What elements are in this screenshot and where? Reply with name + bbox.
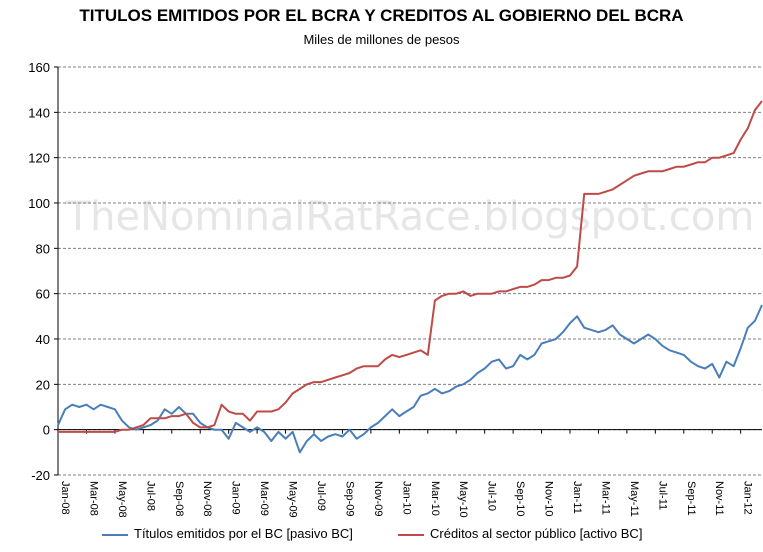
x-tick-label: Sep-11 — [685, 481, 697, 516]
x-tick-label: May-08 — [116, 481, 128, 518]
x-tick-label: Sep-08 — [173, 481, 185, 516]
series-line-creditos — [58, 100, 763, 433]
x-tick-label: Jan-10 — [400, 481, 412, 515]
x-tick-label: Nov-09 — [372, 481, 384, 516]
x-tick-label: Jul-08 — [144, 481, 156, 511]
x-tick-label: Jul-10 — [486, 481, 498, 511]
x-tick-label: Jan-11 — [571, 481, 583, 514]
legend-item-titulos: Títulos emitidos por el BC [pasivo BC] — [102, 526, 353, 541]
x-tick-label: Nov-08 — [201, 481, 213, 516]
y-tick-label: 20 — [36, 377, 50, 392]
legend-label-titulos: Títulos emitidos por el BC [pasivo BC] — [134, 526, 353, 541]
x-tick-label: Mar-11 — [599, 481, 611, 515]
legend-item-creditos: Créditos al sector público [activo BC] — [398, 526, 642, 541]
x-tick-label: Mar-08 — [87, 481, 99, 516]
y-tick-label: 0 — [43, 423, 50, 438]
y-tick-label: 40 — [36, 332, 50, 347]
y-tick-label: 160 — [28, 60, 50, 75]
x-tick-label: May-10 — [457, 481, 469, 518]
y-tick-label: -20 — [31, 468, 50, 483]
legend-swatch-titulos — [102, 533, 128, 536]
chart-subtitle: Miles de millones de pesos — [303, 32, 460, 47]
x-tick-label: May-09 — [287, 481, 299, 518]
legend-swatch-creditos — [398, 533, 424, 536]
x-tick-label: Nov-10 — [543, 481, 555, 516]
x-tick-label: Sep-10 — [514, 481, 526, 516]
x-tick-label: Jul-11 — [656, 481, 668, 510]
x-tick-label: Jan-08 — [59, 481, 71, 515]
watermark-text: TheNominalRatRace.blogspot.com — [65, 194, 755, 240]
x-tick-label: Jul-09 — [315, 481, 327, 511]
chart-title: TITULOS EMITIDOS POR EL BCRA Y CREDITOS … — [79, 6, 684, 25]
x-tick-label: Nov-11 — [713, 481, 725, 516]
x-tick-label: Mar-10 — [429, 481, 441, 516]
y-tick-label: 140 — [28, 105, 50, 120]
series-line-titulos — [57, 304, 763, 454]
y-tick-label: 100 — [28, 196, 50, 211]
x-tick-label: Sep-09 — [343, 481, 355, 516]
x-tick-label: Jan-12 — [742, 481, 754, 515]
x-tick-label: Jan-09 — [230, 481, 242, 515]
y-tick-label: 80 — [36, 241, 50, 256]
y-tick-label: 60 — [36, 287, 50, 302]
legend-label-creditos: Créditos al sector público [activo BC] — [430, 526, 643, 541]
x-tick-label: May-11 — [628, 481, 640, 517]
x-tick-label: Mar-09 — [258, 481, 270, 516]
y-tick-label: 120 — [28, 151, 50, 166]
